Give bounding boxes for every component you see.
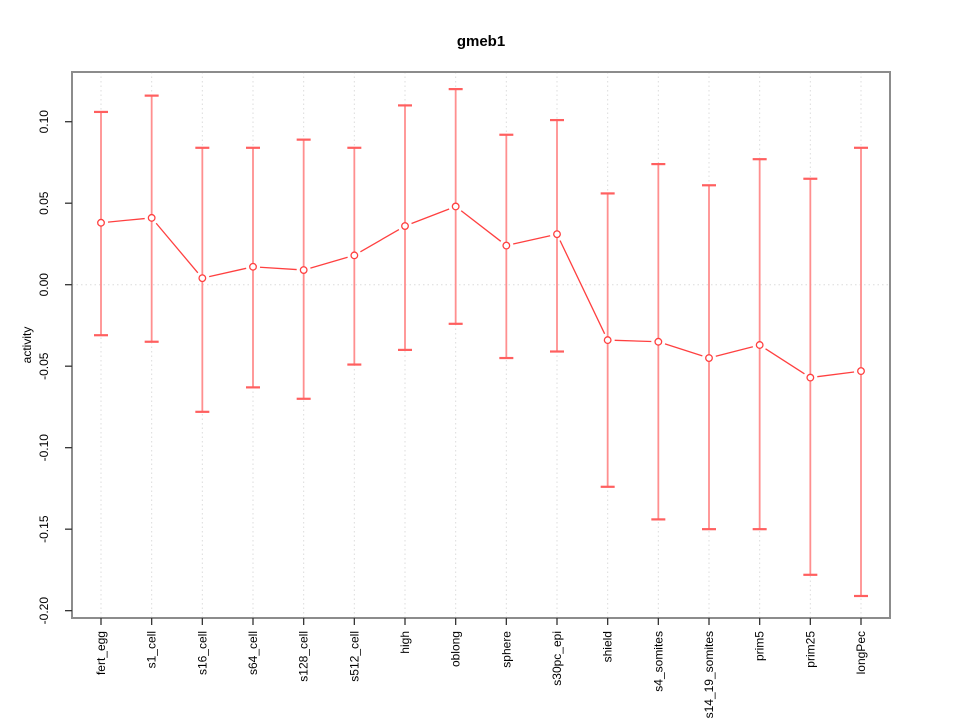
data-point <box>350 251 359 260</box>
data-point <box>249 262 257 271</box>
x-tick-label: sphere <box>499 631 513 668</box>
y-tick-label: -0.15 <box>37 515 51 543</box>
series-line-segment <box>259 266 297 271</box>
data-point <box>299 266 308 274</box>
data-point <box>198 274 207 283</box>
x-tick-label: prim25 <box>803 631 817 668</box>
series-line-segment <box>209 267 247 278</box>
series-line-segment <box>155 222 199 274</box>
series-line-segment <box>107 217 145 223</box>
x-tick-label: s1_cell <box>145 631 159 668</box>
data-point <box>603 336 612 345</box>
y-tick-label: 0.00 <box>37 273 51 297</box>
data-point <box>705 354 713 362</box>
y-tick-label: -0.10 <box>37 434 51 462</box>
series-line-segment <box>559 240 606 335</box>
data-point <box>654 337 663 346</box>
data-point <box>97 218 105 227</box>
x-tick-label: s4_somites <box>651 631 665 692</box>
series-line-segment <box>310 256 348 269</box>
series-line-segment <box>360 228 400 253</box>
series-line-segment <box>614 339 652 343</box>
series-line-segment <box>715 346 754 357</box>
data-point <box>147 213 156 222</box>
y-tick-label: -0.20 <box>37 597 51 625</box>
data-point <box>553 230 561 239</box>
series-line-segment <box>460 210 502 242</box>
y-tick-label: -0.05 <box>37 352 51 380</box>
data-point <box>502 241 511 250</box>
chart-title: gmeb1 <box>456 33 506 50</box>
x-tick-label: high <box>398 631 412 654</box>
series-line-segment <box>765 348 805 375</box>
x-tick-label: s128_cell <box>297 631 311 682</box>
y-tick-label: 0.10 <box>37 110 51 134</box>
x-tick-label: s16_cell <box>195 631 209 675</box>
x-tick-label: longPec <box>854 631 868 674</box>
x-tick-label: oblong <box>449 631 463 667</box>
series-line-segment <box>817 371 855 378</box>
x-tick-label: s512_cell <box>347 631 361 682</box>
data-point <box>857 367 865 376</box>
data-point <box>755 341 764 349</box>
x-tick-label: fert_egg <box>94 631 108 675</box>
x-tick-label: shield <box>601 631 615 662</box>
x-tick-label: s14_19_somites <box>702 631 716 718</box>
data-point <box>451 202 460 211</box>
data-point <box>401 222 409 230</box>
series-line-segment <box>513 235 551 245</box>
plot-box <box>71 71 891 619</box>
data-point <box>806 373 815 382</box>
series-line-segment <box>411 208 450 225</box>
series-line-segment <box>664 343 703 357</box>
y-tick-label: 0.05 <box>37 191 51 215</box>
x-tick-label: prim5 <box>753 631 767 661</box>
x-tick-label: s30pc_epi <box>550 631 564 686</box>
x-tick-label: s64_cell <box>246 631 260 675</box>
